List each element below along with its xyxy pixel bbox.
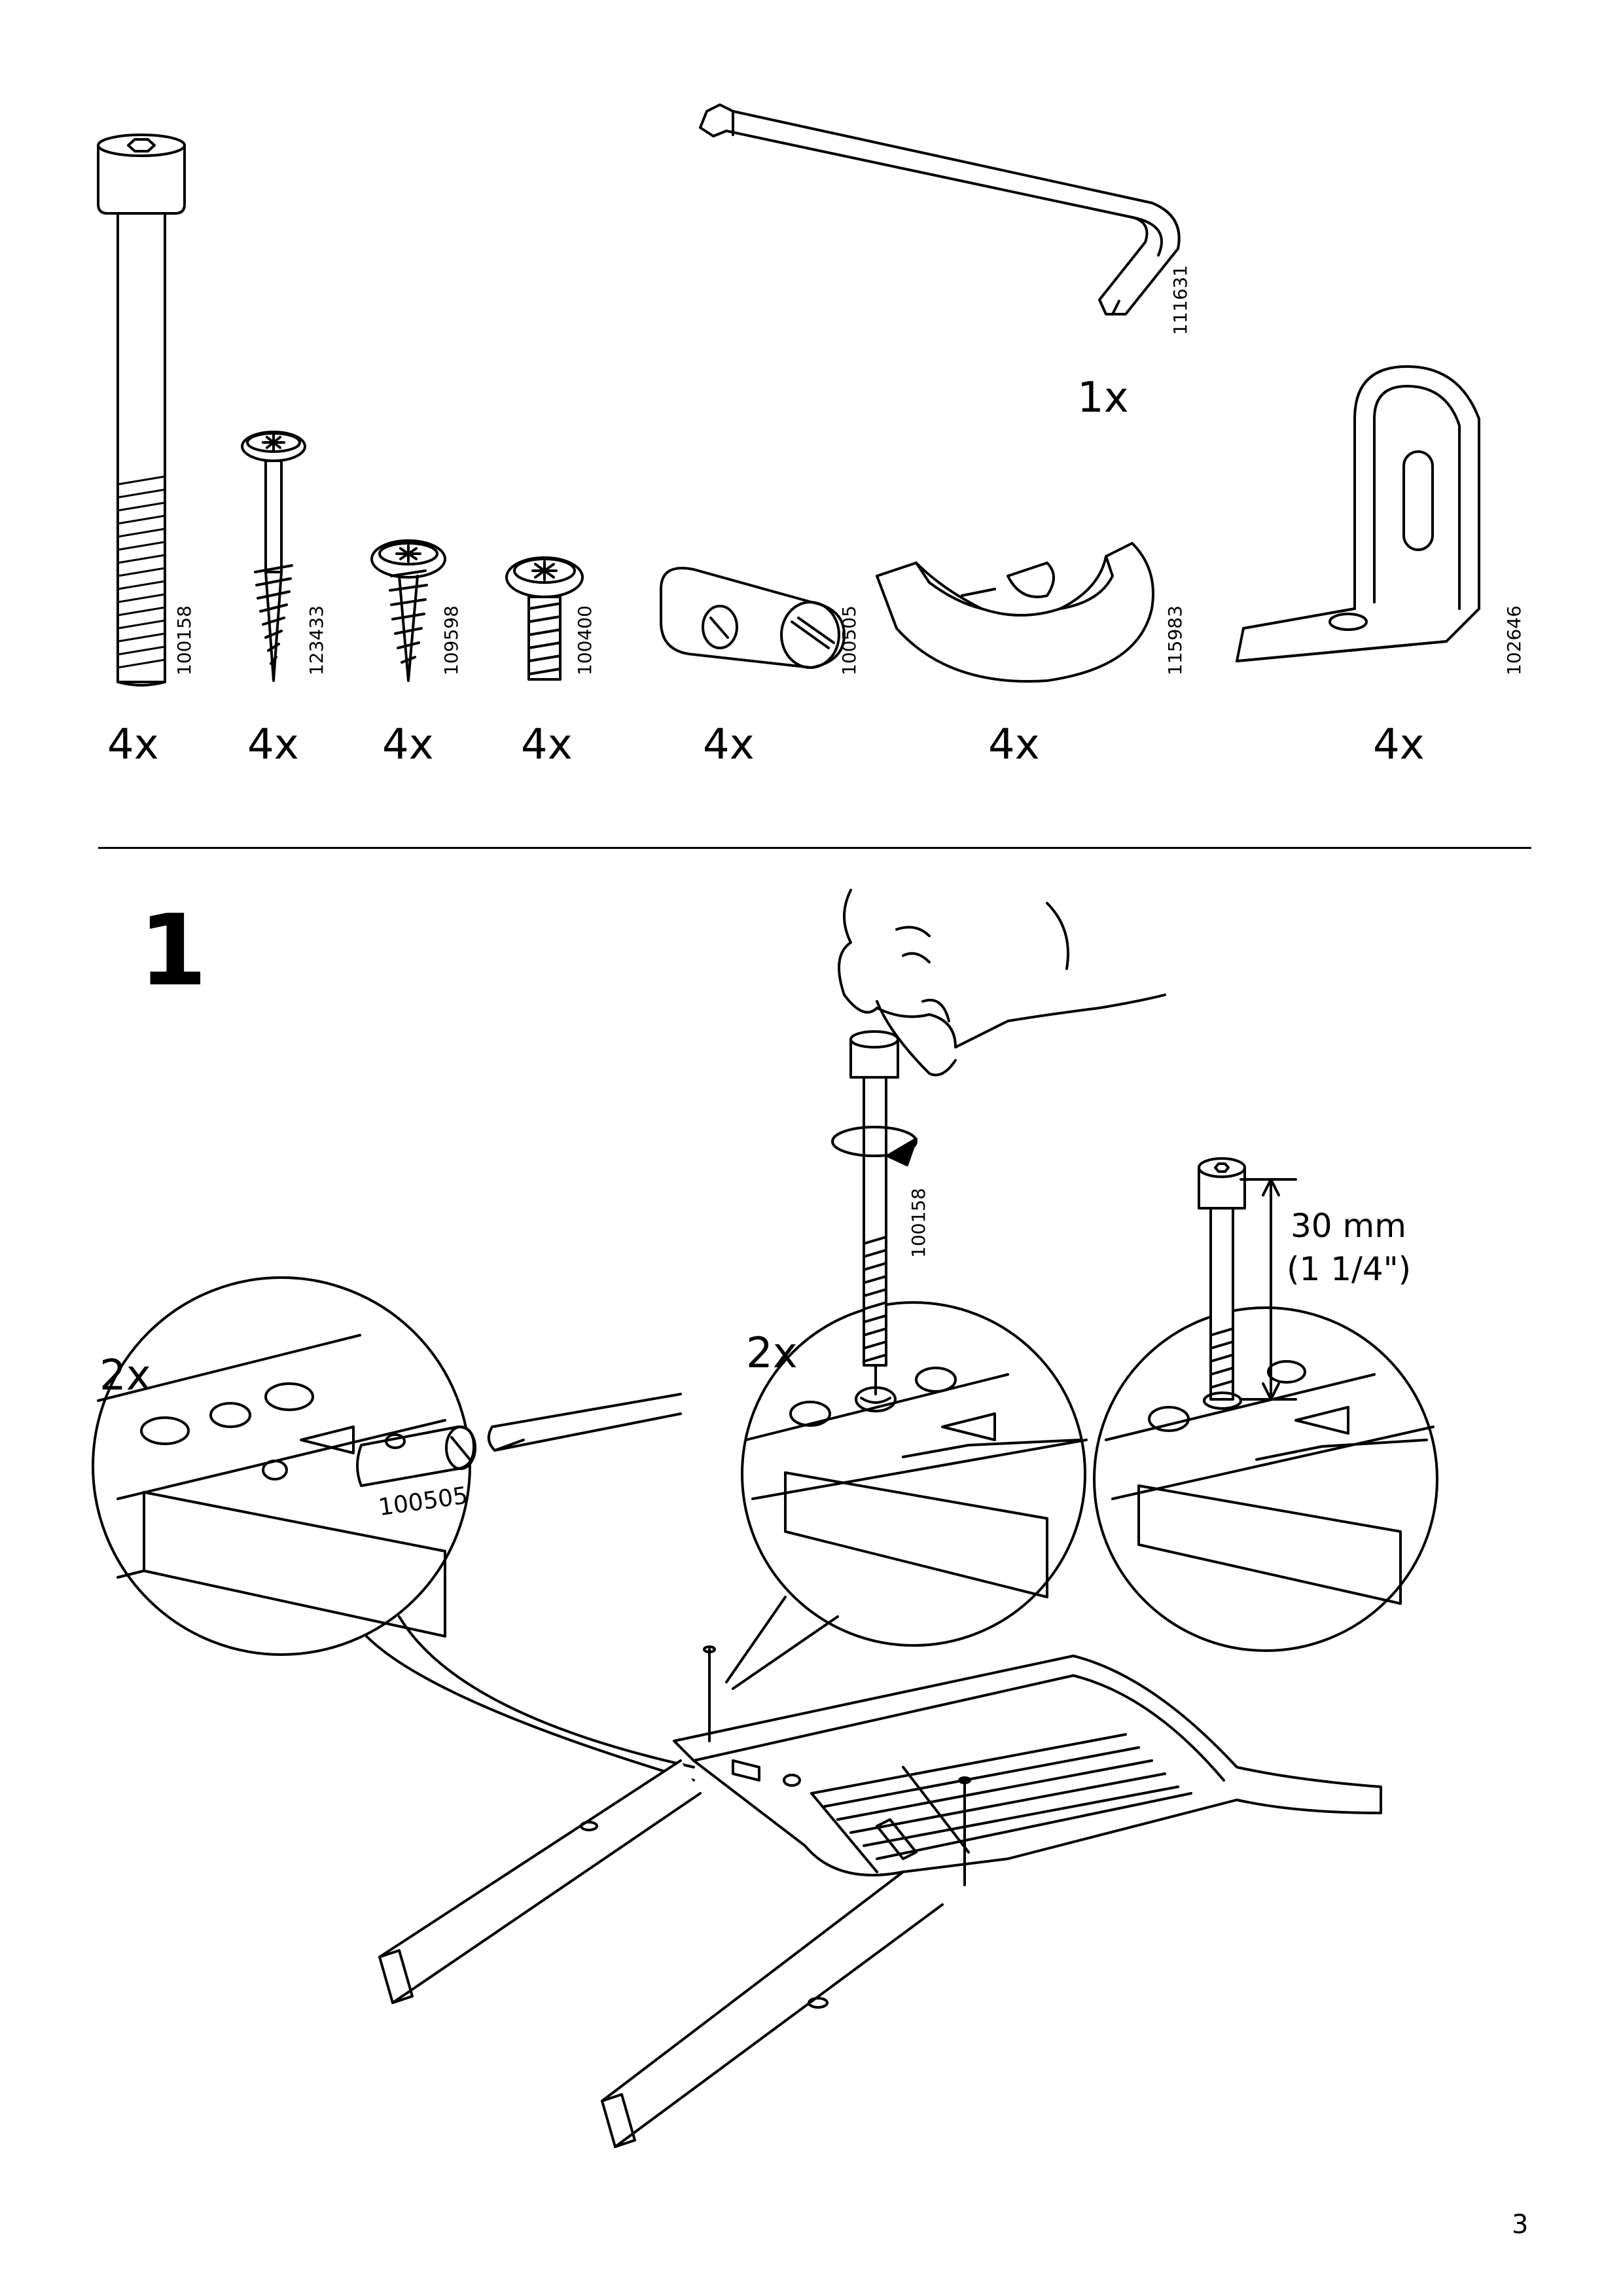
callout-middle-tail <box>725 1596 839 1690</box>
detail-middle-qty: 2x <box>746 1329 798 1378</box>
part-code-109598: 109598 <box>440 605 462 675</box>
step-number: 1 <box>139 894 207 1008</box>
part-code-123433: 123433 <box>306 605 327 675</box>
callout-left-tail <box>365 1615 695 1782</box>
long-hex-bolt-icon <box>97 134 186 687</box>
angle-bracket-icon <box>1236 365 1480 662</box>
part-code-100158: 100158 <box>173 605 195 675</box>
part-qty-123433: 4x <box>247 721 299 769</box>
allen-key-icon <box>699 103 1181 315</box>
detail-left-qty: 2x <box>99 1352 151 1400</box>
wood-screw-icon <box>241 431 306 682</box>
detail-circle-middle <box>741 1301 1088 1647</box>
part-code-100505: 100505 <box>838 605 860 675</box>
short-screw-icon <box>370 539 446 682</box>
chair-frame <box>378 1645 1382 2148</box>
part-qty-100505: 4x <box>703 721 755 769</box>
part-code-100400: 100400 <box>574 605 596 675</box>
part-code-111631: 111631 <box>1169 265 1191 335</box>
measurement-imperial: (1 1/4") <box>1287 1250 1412 1288</box>
section-divider <box>98 847 1531 849</box>
measurement-metric: 30 mm <box>1291 1207 1406 1245</box>
machine-screw-icon <box>505 556 584 681</box>
barrel-nut-icon <box>660 567 846 669</box>
bracket-clip-icon <box>876 542 1154 683</box>
part-qty-102646: 4x <box>1373 721 1425 769</box>
part-qty-115983: 4x <box>988 721 1040 769</box>
page-number: 3 <box>1512 2210 1529 2240</box>
hand-bolt-icon <box>831 889 1166 1404</box>
detail-middle-part-code: 100158 <box>908 1188 929 1258</box>
part-qty-111631: 1x <box>1077 374 1129 422</box>
detail-circle-right <box>1093 1306 1438 1652</box>
part-code-115983: 115983 <box>1164 605 1186 675</box>
detail-circle-left <box>92 1276 682 1656</box>
part-code-102646: 102646 <box>1503 605 1525 675</box>
part-qty-100400: 4x <box>521 721 573 769</box>
part-qty-100158: 4x <box>107 721 159 769</box>
part-qty-109598: 4x <box>382 721 434 769</box>
measured-bolt-icon <box>1198 1157 1297 1410</box>
